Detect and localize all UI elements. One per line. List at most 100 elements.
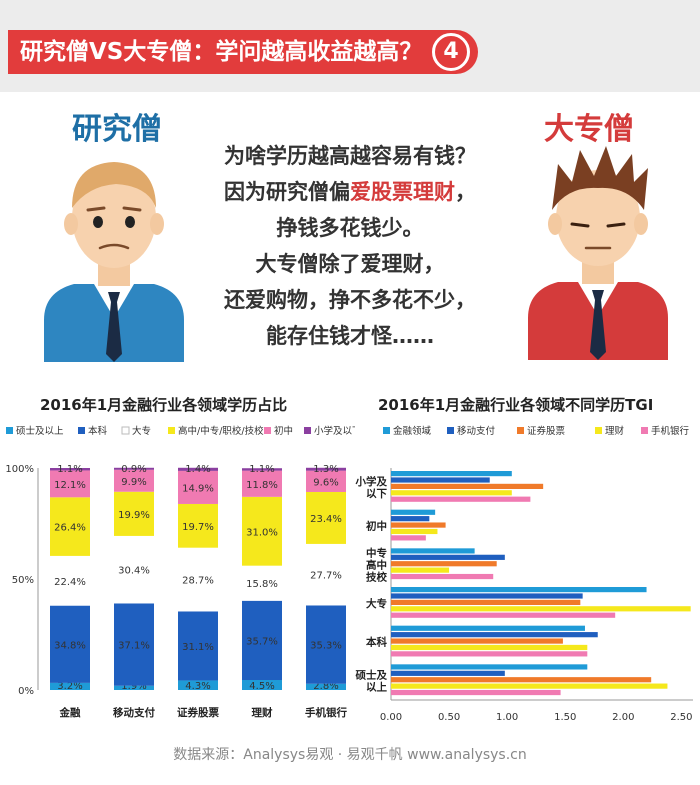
bar-segment <box>242 468 282 471</box>
bar-segment <box>178 503 218 548</box>
bar <box>391 638 563 644</box>
data-label: 34.8% <box>54 640 86 651</box>
data-label: 1.1% <box>249 464 274 475</box>
bar-segment <box>306 491 346 544</box>
legend-label-1: 本科 <box>88 425 108 437</box>
data-label: 37.1% <box>118 641 150 652</box>
data-label: 14.9% <box>182 483 214 494</box>
bar <box>391 689 561 696</box>
bar-segment <box>114 535 154 604</box>
bar-segment <box>178 467 218 471</box>
category-label: 硕士及 <box>356 668 388 681</box>
bar-segment <box>242 680 282 690</box>
bar-segment <box>178 680 218 690</box>
bar-segment <box>242 600 282 681</box>
left-chart-title: 2016年1月金融行业各领域学历占比 <box>40 396 288 414</box>
category-label: 理财 <box>252 706 273 719</box>
y-tick-label: 50% <box>12 575 34 586</box>
page-title-text: 研究僧VS大专僧：学问越高收益越高？ <box>20 39 423 65</box>
category-label: 金融 <box>59 706 81 719</box>
bar-segment <box>50 497 90 556</box>
data-label: 4.3% <box>185 681 210 692</box>
x-tick-label: 0.00 <box>380 712 402 723</box>
legend-swatch-5 <box>304 427 311 434</box>
category-label: 移动支付 <box>113 706 155 719</box>
bar <box>391 477 490 483</box>
bar-segment <box>50 468 90 471</box>
bar-segment <box>50 555 90 606</box>
data-label: 2.8% <box>313 681 338 692</box>
x-tick-label: 0.50 <box>438 712 460 723</box>
story-line-1: 为啥学历越高越容易有钱？ <box>224 144 476 168</box>
bar-segment <box>50 470 90 498</box>
bar <box>391 535 426 541</box>
x-tick-label: 2.50 <box>670 712 692 723</box>
data-label: 23.4% <box>310 514 342 525</box>
story-line-5: 还爱购物，挣不多花不少， <box>224 288 476 312</box>
legend-label-1: 移动支付 <box>457 425 496 437</box>
legend-label-3: 理财 <box>605 425 625 437</box>
story-line-4: 大专僧除了爱理财， <box>255 252 445 276</box>
data-label: 9.9% <box>121 477 146 488</box>
bar <box>391 496 531 502</box>
category-label: 中专 <box>366 546 387 559</box>
college-person-illustration <box>528 146 668 360</box>
right-character-label: 大专僧 <box>544 112 634 147</box>
category-label: 本科 <box>366 636 387 649</box>
bar <box>391 567 450 573</box>
category-label: 大专 <box>366 597 387 610</box>
data-label: 4.5% <box>249 681 274 692</box>
bar <box>391 554 505 560</box>
legend-swatch-1 <box>447 427 454 434</box>
bar <box>391 587 647 593</box>
data-label: 0.9% <box>121 464 146 475</box>
story-line-6: 能存住钱才怪…… <box>266 324 434 348</box>
bar-segment <box>178 470 218 504</box>
bar <box>391 548 475 554</box>
bar-segment <box>306 543 346 606</box>
bar <box>391 625 585 631</box>
data-label: 12.1% <box>54 480 86 491</box>
data-label: 1.3% <box>313 464 338 475</box>
data-label: 1.4% <box>185 464 210 475</box>
legend-label-2: 证券股票 <box>527 425 566 437</box>
education-tgi-bar-chart: 金融领域 移动支付 证券股票 理财 手机银行 0.00 0.50 1.00 1.50 2.00 2.… <box>355 425 693 723</box>
data-label: 11.8% <box>246 480 278 491</box>
legend-swatch-0 <box>383 427 390 434</box>
bar <box>391 516 430 522</box>
data-label: 31.1% <box>182 642 214 653</box>
legend-swatch-4 <box>264 427 271 434</box>
legend-swatch-3 <box>168 427 175 434</box>
bar-segment <box>50 682 90 690</box>
bar <box>391 632 598 638</box>
legend-label-4: 初中 <box>274 425 293 437</box>
legend-swatch-2 <box>121 426 130 435</box>
bar-segment <box>306 605 346 684</box>
bar-segment <box>242 496 282 566</box>
bar <box>391 522 446 528</box>
bar-segment <box>306 467 346 471</box>
legend-swatch-3 <box>595 427 602 434</box>
bar <box>391 599 581 605</box>
story-line-3: 挣钱多花钱少。 <box>276 216 424 240</box>
page-title: 研究僧VS大专僧：学问越高收益越高？ <box>8 30 478 74</box>
data-label: 35.7% <box>246 636 278 647</box>
legend-swatch-4 <box>641 427 648 434</box>
legend-label-0: 硕士及以上 <box>16 425 64 437</box>
bar <box>391 612 616 618</box>
bar-segment <box>114 603 154 686</box>
bar-segment <box>114 467 154 470</box>
x-tick-label: 2.00 <box>612 712 634 723</box>
bar <box>391 471 512 477</box>
data-label: 22.4% <box>54 577 86 588</box>
category-label: 小学及 <box>355 475 387 488</box>
legend-label-4: 手机银行 <box>651 425 690 437</box>
bar <box>391 490 512 496</box>
bar <box>391 683 668 689</box>
data-label: 26.4% <box>54 523 86 534</box>
left-character-label: 研究僧 <box>72 112 162 147</box>
data-label: 19.9% <box>118 510 150 521</box>
legend-label-3: 高中/中专/职校/技校 <box>178 425 264 437</box>
category-label: 技校 <box>366 570 387 583</box>
